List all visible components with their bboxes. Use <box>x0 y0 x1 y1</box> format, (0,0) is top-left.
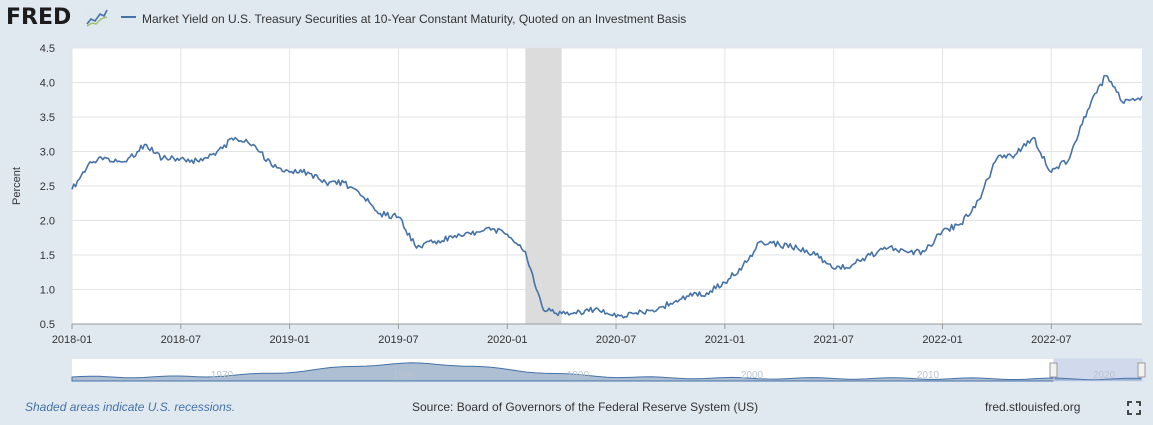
x-axis: 2018-01 2018-07 2019-01 2019-07 2020-01 2020-… <box>52 323 1142 346</box>
chart-legend[interactable]: Market Yield on U.S. Treasury Securities… <box>121 10 686 30</box>
x-tick-label: 2021-07 <box>814 334 854 346</box>
fred-graph-icon <box>86 7 108 27</box>
y-tick-label: 3.5 <box>40 112 55 124</box>
legend-series-label: Market Yield on U.S. Treasury Securities… <box>142 12 687 26</box>
y-tick-label: 3.0 <box>40 147 55 159</box>
navigator-handle-right[interactable] <box>1137 362 1146 378</box>
legend-swatch <box>121 15 136 18</box>
source-note: Source: Board of Governors of the Federa… <box>412 400 759 414</box>
y-tick-label: 1.5 <box>40 250 55 262</box>
x-tick-label: 2021-01 <box>705 334 745 346</box>
x-tick-label: 2020-07 <box>596 334 636 346</box>
y-tick-label: 4.5 <box>40 43 55 55</box>
y-tick-label: 2.5 <box>40 181 55 193</box>
y-axis: 0.5 1.0 1.5 2.0 2.5 3.0 3.5 4.0 4.5 <box>40 43 55 331</box>
x-tick-label: 2018-07 <box>161 334 201 346</box>
navigator-tick-label: 1980 <box>393 370 416 381</box>
x-tick-label: 2022-07 <box>1031 334 1071 346</box>
navigator-tick-label: 1970 <box>211 370 234 381</box>
navigator-handle-left[interactable] <box>1049 362 1058 378</box>
x-tick-label: 2019-07 <box>378 334 418 346</box>
x-tick-label: 2022-01 <box>922 334 962 346</box>
series-group[interactable] <box>71 74 1143 319</box>
series-line[interactable] <box>71 74 1143 319</box>
y-tick-label: 2.0 <box>40 216 55 228</box>
y-axis-title: Percent <box>11 167 23 205</box>
y-tick-label: 1.0 <box>40 285 55 297</box>
x-tick-label: 2018-01 <box>52 334 92 346</box>
fullscreen-icon[interactable] <box>1127 401 1141 415</box>
fred-url[interactable]: fred.stlouisfed.org <box>985 400 1081 414</box>
recession-shading <box>525 48 562 324</box>
x-tick-label: 2019-01 <box>269 334 309 346</box>
navigator-tick-label: 2020 <box>1093 370 1116 381</box>
navigator-series <box>71 362 1143 382</box>
recession-shading-group <box>525 48 562 324</box>
navigator-tick-label: 2000 <box>741 370 764 381</box>
navigator[interactable]: 1970 1980 1990 2000 2010 2020 <box>71 358 1146 382</box>
recession-note: Shaded areas indicate U.S. recessions. <box>25 400 236 414</box>
y-tick-label: 0.5 <box>40 319 55 331</box>
navigator-tick-label: 1990 <box>567 370 590 381</box>
x-tick-label: 2020-01 <box>487 334 527 346</box>
chart-header: FRED Market Yield on U.S. Treasury Secur… <box>0 0 1153 40</box>
y-tick-label: 4.0 <box>40 78 55 90</box>
navigator-tick-label: 2010 <box>917 370 940 381</box>
fred-logo[interactable]: FRED <box>6 5 72 30</box>
